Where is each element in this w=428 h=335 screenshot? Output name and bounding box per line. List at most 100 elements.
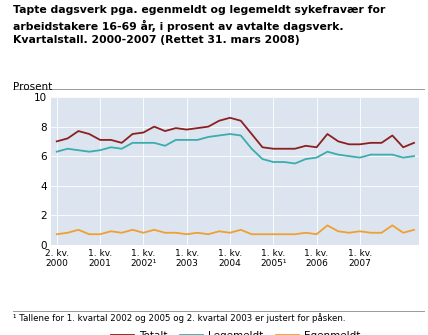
Totalt xyxy=(163,129,168,133)
Text: Prosent: Prosent xyxy=(13,82,52,92)
Totalt xyxy=(260,145,265,149)
Egenmeldt xyxy=(390,223,395,227)
Legemeldt xyxy=(379,153,384,157)
Egenmeldt xyxy=(347,231,352,235)
Line: Totalt: Totalt xyxy=(57,118,414,149)
Egenmeldt xyxy=(336,229,341,233)
Egenmeldt xyxy=(379,231,384,235)
Legemeldt xyxy=(347,154,352,158)
Egenmeldt xyxy=(65,231,70,235)
Totalt xyxy=(76,129,81,133)
Egenmeldt xyxy=(368,231,373,235)
Legemeldt xyxy=(108,145,113,149)
Totalt xyxy=(65,136,70,140)
Totalt xyxy=(141,131,146,135)
Line: Egenmeldt: Egenmeldt xyxy=(57,225,414,234)
Egenmeldt xyxy=(76,228,81,232)
Egenmeldt xyxy=(411,228,416,232)
Text: ¹ Tallene for 1. kvartal 2002 og 2005 og 2. kvartal 2003 er justert for påsken.: ¹ Tallene for 1. kvartal 2002 og 2005 og… xyxy=(13,313,345,323)
Totalt xyxy=(217,119,222,123)
Totalt xyxy=(271,147,276,151)
Totalt xyxy=(401,145,406,149)
Totalt xyxy=(206,125,211,129)
Legemeldt xyxy=(314,155,319,159)
Legemeldt xyxy=(130,141,135,145)
Legemeldt xyxy=(217,133,222,137)
Totalt xyxy=(54,139,59,143)
Totalt xyxy=(390,133,395,137)
Text: Tapte dagsverk pga. egenmeldt og legemeldt sykefravær for
arbeidstakere 16-69 år: Tapte dagsverk pga. egenmeldt og legemel… xyxy=(13,5,385,45)
Legemeldt xyxy=(260,157,265,161)
Totalt xyxy=(98,138,103,142)
Legemeldt xyxy=(54,150,59,154)
Totalt xyxy=(87,132,92,136)
Egenmeldt xyxy=(119,231,124,235)
Egenmeldt xyxy=(98,232,103,236)
Legemeldt xyxy=(357,155,363,159)
Legemeldt xyxy=(336,153,341,157)
Totalt xyxy=(314,145,319,149)
Egenmeldt xyxy=(325,223,330,227)
Totalt xyxy=(119,141,124,145)
Line: Legemeldt: Legemeldt xyxy=(57,134,414,163)
Legemeldt xyxy=(390,153,395,157)
Legemeldt xyxy=(368,153,373,157)
Egenmeldt xyxy=(152,228,157,232)
Legemeldt xyxy=(303,157,308,161)
Egenmeldt xyxy=(108,229,113,233)
Legemeldt xyxy=(401,155,406,159)
Totalt xyxy=(184,128,189,132)
Egenmeldt xyxy=(195,231,200,235)
Totalt xyxy=(195,126,200,130)
Egenmeldt xyxy=(87,232,92,236)
Egenmeldt xyxy=(184,232,189,236)
Legemeldt xyxy=(206,135,211,139)
Legemeldt xyxy=(119,147,124,151)
Legemeldt xyxy=(76,148,81,152)
Totalt xyxy=(379,141,384,145)
Egenmeldt xyxy=(282,232,287,236)
Legemeldt xyxy=(325,150,330,154)
Totalt xyxy=(130,132,135,136)
Legemeldt xyxy=(195,138,200,142)
Totalt xyxy=(347,142,352,146)
Legemeldt xyxy=(141,141,146,145)
Egenmeldt xyxy=(227,231,232,235)
Egenmeldt xyxy=(173,231,178,235)
Egenmeldt xyxy=(357,229,363,233)
Egenmeldt xyxy=(54,232,59,236)
Egenmeldt xyxy=(130,228,135,232)
Legemeldt xyxy=(292,161,297,165)
Egenmeldt xyxy=(141,231,146,235)
Egenmeldt xyxy=(260,232,265,236)
Totalt xyxy=(303,144,308,148)
Legemeldt xyxy=(65,147,70,151)
Legemeldt xyxy=(282,160,287,164)
Legemeldt xyxy=(87,150,92,154)
Totalt xyxy=(357,142,363,146)
Egenmeldt xyxy=(314,232,319,236)
Legemeldt xyxy=(238,133,244,137)
Legemeldt xyxy=(152,141,157,145)
Totalt xyxy=(227,116,232,120)
Legemeldt xyxy=(173,138,178,142)
Totalt xyxy=(368,141,373,145)
Totalt xyxy=(336,139,341,143)
Totalt xyxy=(152,125,157,129)
Totalt xyxy=(292,147,297,151)
Legemeldt xyxy=(184,138,189,142)
Egenmeldt xyxy=(292,232,297,236)
Egenmeldt xyxy=(238,228,244,232)
Totalt xyxy=(108,138,113,142)
Totalt xyxy=(325,132,330,136)
Totalt xyxy=(411,141,416,145)
Egenmeldt xyxy=(303,231,308,235)
Legemeldt xyxy=(271,160,276,164)
Egenmeldt xyxy=(206,232,211,236)
Totalt xyxy=(249,132,254,136)
Egenmeldt xyxy=(249,232,254,236)
Egenmeldt xyxy=(271,232,276,236)
Legemeldt xyxy=(411,154,416,158)
Totalt xyxy=(173,126,178,130)
Totalt xyxy=(282,147,287,151)
